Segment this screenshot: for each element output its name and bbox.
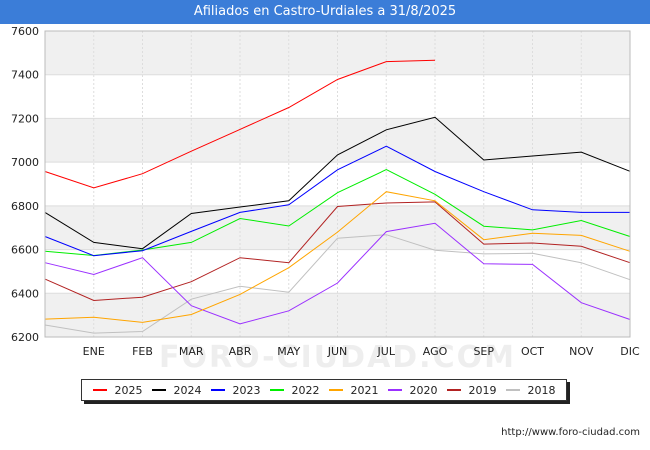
legend-label: 2022 bbox=[291, 383, 320, 397]
x-tick-label: JUL bbox=[377, 345, 396, 358]
x-tick-label: MAY bbox=[277, 345, 300, 358]
series-line-2024 bbox=[44, 116, 631, 250]
y-tick-label: 6600 bbox=[11, 244, 39, 257]
plot-border bbox=[44, 30, 631, 338]
legend-label: 2020 bbox=[409, 383, 438, 397]
legend-item-2021: 2021 bbox=[328, 383, 379, 397]
y-tick-label: 7000 bbox=[11, 156, 39, 169]
y-tick-label: 7400 bbox=[11, 69, 39, 82]
legend-item-2025: 2025 bbox=[92, 383, 143, 397]
legend-item-2018: 2018 bbox=[505, 383, 556, 397]
x-tick-label: ABR bbox=[229, 345, 252, 358]
series-line-2023 bbox=[44, 145, 630, 257]
source-url: http://www.foro-ciudad.com bbox=[501, 427, 640, 438]
legend-item-2022: 2022 bbox=[269, 383, 320, 397]
legend-swatch bbox=[92, 389, 107, 391]
legend-swatch bbox=[387, 389, 402, 391]
legend-swatch bbox=[151, 389, 166, 391]
x-tick-label: FEB bbox=[132, 345, 153, 358]
series-line-2020 bbox=[44, 222, 631, 325]
legend-item-2024: 2024 bbox=[151, 383, 202, 397]
series-line-2022 bbox=[44, 169, 631, 257]
legend-swatch bbox=[328, 389, 343, 391]
legend-swatch bbox=[505, 389, 520, 391]
legend-swatch bbox=[210, 389, 225, 391]
legend: 2025 2024 2023 2022 2021 2020 2019 2018 bbox=[81, 379, 567, 401]
legend-label: 2023 bbox=[232, 383, 261, 397]
series-line-2019 bbox=[44, 201, 631, 302]
legend-label: 2024 bbox=[173, 383, 202, 397]
y-tick-label: 6800 bbox=[11, 200, 39, 213]
legend-swatch bbox=[269, 389, 284, 391]
series-line-2025 bbox=[44, 59, 436, 189]
x-tick-label: JUN bbox=[327, 345, 348, 358]
y-tick-label: 6200 bbox=[11, 331, 39, 344]
y-tick-label: 7200 bbox=[11, 112, 39, 125]
x-tick-label: AGO bbox=[423, 345, 448, 358]
legend-item-2019: 2019 bbox=[446, 383, 497, 397]
series-line-2018 bbox=[44, 234, 631, 334]
x-tick-label: OCT bbox=[521, 345, 544, 358]
x-tick-label: NOV bbox=[569, 345, 594, 358]
x-tick-label: SEP bbox=[473, 345, 494, 358]
legend-label: 2021 bbox=[350, 383, 379, 397]
series-line-2021 bbox=[44, 191, 631, 323]
legend-label: 2025 bbox=[114, 383, 143, 397]
y-tick-label: 6400 bbox=[11, 287, 39, 300]
x-tick-label: MAR bbox=[179, 345, 204, 358]
x-tick-label: DIC bbox=[620, 345, 640, 358]
x-tick-label: ENE bbox=[83, 345, 105, 358]
legend-label: 2018 bbox=[527, 383, 556, 397]
y-tick-label: 7600 bbox=[11, 25, 39, 38]
legend-swatch bbox=[446, 389, 461, 391]
chart-title: Afiliados en Castro-Urdiales a 31/8/2025 bbox=[0, 0, 650, 24]
legend-label: 2019 bbox=[468, 383, 497, 397]
legend-item-2023: 2023 bbox=[210, 383, 261, 397]
legend-item-2020: 2020 bbox=[387, 383, 438, 397]
watermark: FORO-CIUDAD.COM bbox=[159, 340, 516, 375]
